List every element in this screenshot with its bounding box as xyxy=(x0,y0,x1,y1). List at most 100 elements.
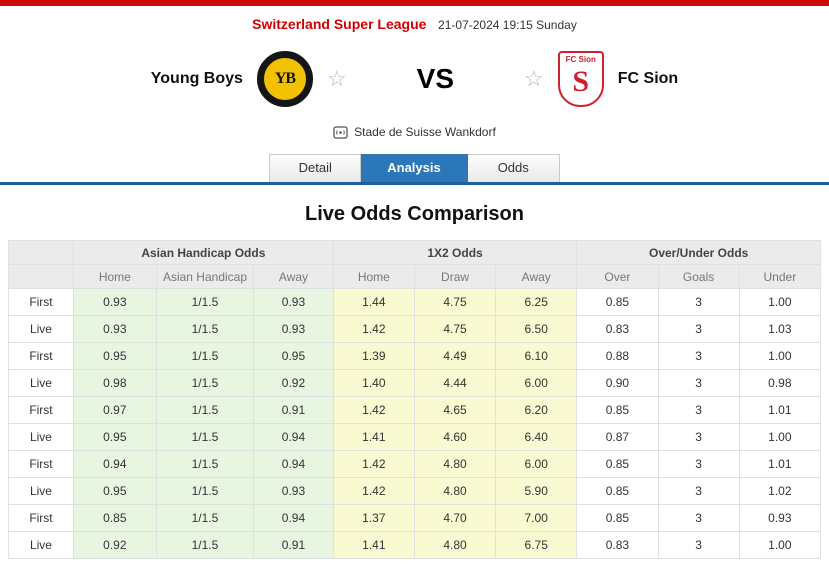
odds-value-cell: 6.00 xyxy=(495,369,578,397)
odds-value-cell: 6.50 xyxy=(495,315,578,343)
league-name: Switzerland Super League xyxy=(252,16,427,32)
odds-value-cell: 6.10 xyxy=(495,342,578,370)
odds-row: Live 0.98 1/1.5 0.92 1.40 4.44 6.00 0.90 3 0.98 xyxy=(8,369,822,397)
col-1x2-away: Away xyxy=(495,264,578,289)
group-header-row: Asian Handicap Odds 1X2 Odds Over/Under … xyxy=(8,240,821,265)
group-asian-handicap: Asian Handicap Odds xyxy=(72,240,334,265)
odds-value-cell: 0.94 xyxy=(253,423,334,451)
odds-value-cell: 6.25 xyxy=(495,288,578,316)
odds-value-cell: 1.42 xyxy=(332,396,415,424)
odds-value-cell: 1.01 xyxy=(738,450,822,478)
odds-value-cell: 3 xyxy=(657,531,740,559)
odds-value-cell: 1.03 xyxy=(738,315,822,343)
odds-value-cell: 1.44 xyxy=(332,288,415,316)
odds-value-cell: 7.00 xyxy=(495,504,578,532)
home-team-name: Young Boys xyxy=(150,70,243,87)
odds-value-cell: 1/1.5 xyxy=(155,423,255,451)
odds-value-cell: 1.41 xyxy=(332,531,415,559)
odds-value-cell: 0.93 xyxy=(72,288,157,316)
odds-value-cell: 0.85 xyxy=(72,504,157,532)
tab-odds[interactable]: Odds xyxy=(467,154,560,182)
odds-value-cell: 1/1.5 xyxy=(155,531,255,559)
match-header-line: Switzerland Super League 21-07-2024 19:1… xyxy=(0,6,829,38)
row-type-label: First xyxy=(8,504,74,532)
row-type-label: Live xyxy=(8,369,74,397)
home-favorite-star-icon[interactable]: ☆ xyxy=(326,66,347,91)
odds-value-cell: 0.93 xyxy=(72,315,157,343)
odds-value-cell: 4.60 xyxy=(413,423,497,451)
odds-value-cell: 1.37 xyxy=(332,504,415,532)
odds-value-cell: 4.80 xyxy=(413,450,497,478)
odds-value-cell: 1/1.5 xyxy=(155,477,255,505)
odds-value-cell: 1/1.5 xyxy=(155,369,255,397)
odds-value-cell: 0.97 xyxy=(72,396,157,424)
odds-value-cell: 1.00 xyxy=(738,288,822,316)
odds-value-cell: 4.80 xyxy=(413,531,497,559)
away-favorite-star-icon[interactable]: ☆ xyxy=(524,66,544,91)
fc-sion-logo-icon: FC Sion S xyxy=(557,51,604,107)
odds-row: Live 0.95 1/1.5 0.94 1.41 4.60 6.40 0.87 3 1.00 xyxy=(8,423,822,451)
teams-row: Young Boys YB ☆ VS ☆ FC Sion S FC Sion xyxy=(0,44,829,114)
odds-value-cell: 1.00 xyxy=(738,342,822,370)
odds-value-cell: 3 xyxy=(657,504,740,532)
odds-value-cell: 0.83 xyxy=(576,531,659,559)
odds-value-cell: 1/1.5 xyxy=(155,288,255,316)
row-type-label: First xyxy=(8,288,74,316)
odds-value-cell: 5.90 xyxy=(495,477,578,505)
odds-value-cell: 0.85 xyxy=(576,288,659,316)
odds-value-cell: 1/1.5 xyxy=(155,315,255,343)
odds-value-cell: 1.39 xyxy=(332,342,415,370)
odds-value-cell: 0.98 xyxy=(72,369,157,397)
odds-value-cell: 4.44 xyxy=(413,369,497,397)
odds-value-cell: 4.75 xyxy=(413,288,497,316)
odds-value-cell: 1.42 xyxy=(332,450,415,478)
odds-value-cell: 0.94 xyxy=(72,450,157,478)
odds-value-cell: 1/1.5 xyxy=(155,504,255,532)
away-team: ☆ FC Sion S FC Sion xyxy=(524,51,678,107)
odds-value-cell: 6.00 xyxy=(495,450,578,478)
odds-value-cell: 0.94 xyxy=(253,450,334,478)
top-accent-bar xyxy=(0,0,829,6)
odds-value-cell: 4.80 xyxy=(413,477,497,505)
odds-value-cell: 6.40 xyxy=(495,423,578,451)
column-header-row: Home Asian Handicap Away Home Draw Away … xyxy=(8,264,822,289)
odds-value-cell: 0.93 xyxy=(738,504,822,532)
away-logo-fc-text: FC Sion xyxy=(565,55,596,64)
row-type-label: Live xyxy=(8,477,74,505)
odds-value-cell: 4.70 xyxy=(413,504,497,532)
tab-analysis[interactable]: Analysis xyxy=(361,154,468,182)
odds-row: Live 0.92 1/1.5 0.91 1.41 4.80 6.75 0.83 3 1.00 xyxy=(8,531,822,559)
odds-value-cell: 4.49 xyxy=(413,342,497,370)
odds-value-cell: 0.92 xyxy=(72,531,157,559)
odds-value-cell: 1.00 xyxy=(738,531,822,559)
row-type-label: First xyxy=(8,396,74,424)
tab-detail[interactable]: Detail xyxy=(269,154,362,182)
odds-value-cell: 3 xyxy=(657,396,740,424)
corner-cell xyxy=(8,240,74,265)
odds-value-cell: 1.42 xyxy=(332,315,415,343)
odds-value-cell: 3 xyxy=(657,477,740,505)
odds-value-cell: 0.95 xyxy=(72,477,157,505)
odds-value-cell: 4.65 xyxy=(413,396,497,424)
odds-value-cell: 0.85 xyxy=(576,396,659,424)
group-over-under: Over/Under Odds xyxy=(576,240,821,265)
section-title: Live Odds Comparison xyxy=(305,203,524,225)
odds-value-cell: 0.85 xyxy=(576,477,659,505)
live-odds-table: Asian Handicap Odds 1X2 Odds Over/Under … xyxy=(8,240,822,559)
row-type-label: Live xyxy=(8,531,74,559)
odds-value-cell: 1.02 xyxy=(738,477,822,505)
odds-row: Live 0.95 1/1.5 0.93 1.42 4.80 5.90 0.85 3 1.02 xyxy=(8,477,822,505)
col-ah-handicap: Asian Handicap xyxy=(155,264,255,289)
odds-value-cell: 0.98 xyxy=(738,369,822,397)
row-type-label: Live xyxy=(8,423,74,451)
venue-name: Stade de Suisse Wankdorf xyxy=(354,125,496,139)
away-team-name: FC Sion xyxy=(617,70,679,87)
col-ou-under: Under xyxy=(738,264,822,289)
away-logo-s-text: S xyxy=(572,65,590,98)
odds-value-cell: 1/1.5 xyxy=(155,450,255,478)
venue-line: Stade de Suisse Wankdorf xyxy=(0,122,829,142)
odds-value-cell: 3 xyxy=(657,369,740,397)
odds-value-cell: 0.93 xyxy=(253,477,334,505)
odds-row: Live 0.93 1/1.5 0.93 1.42 4.75 6.50 0.83 3 1.03 xyxy=(8,315,822,343)
odds-value-cell: 3 xyxy=(657,315,740,343)
